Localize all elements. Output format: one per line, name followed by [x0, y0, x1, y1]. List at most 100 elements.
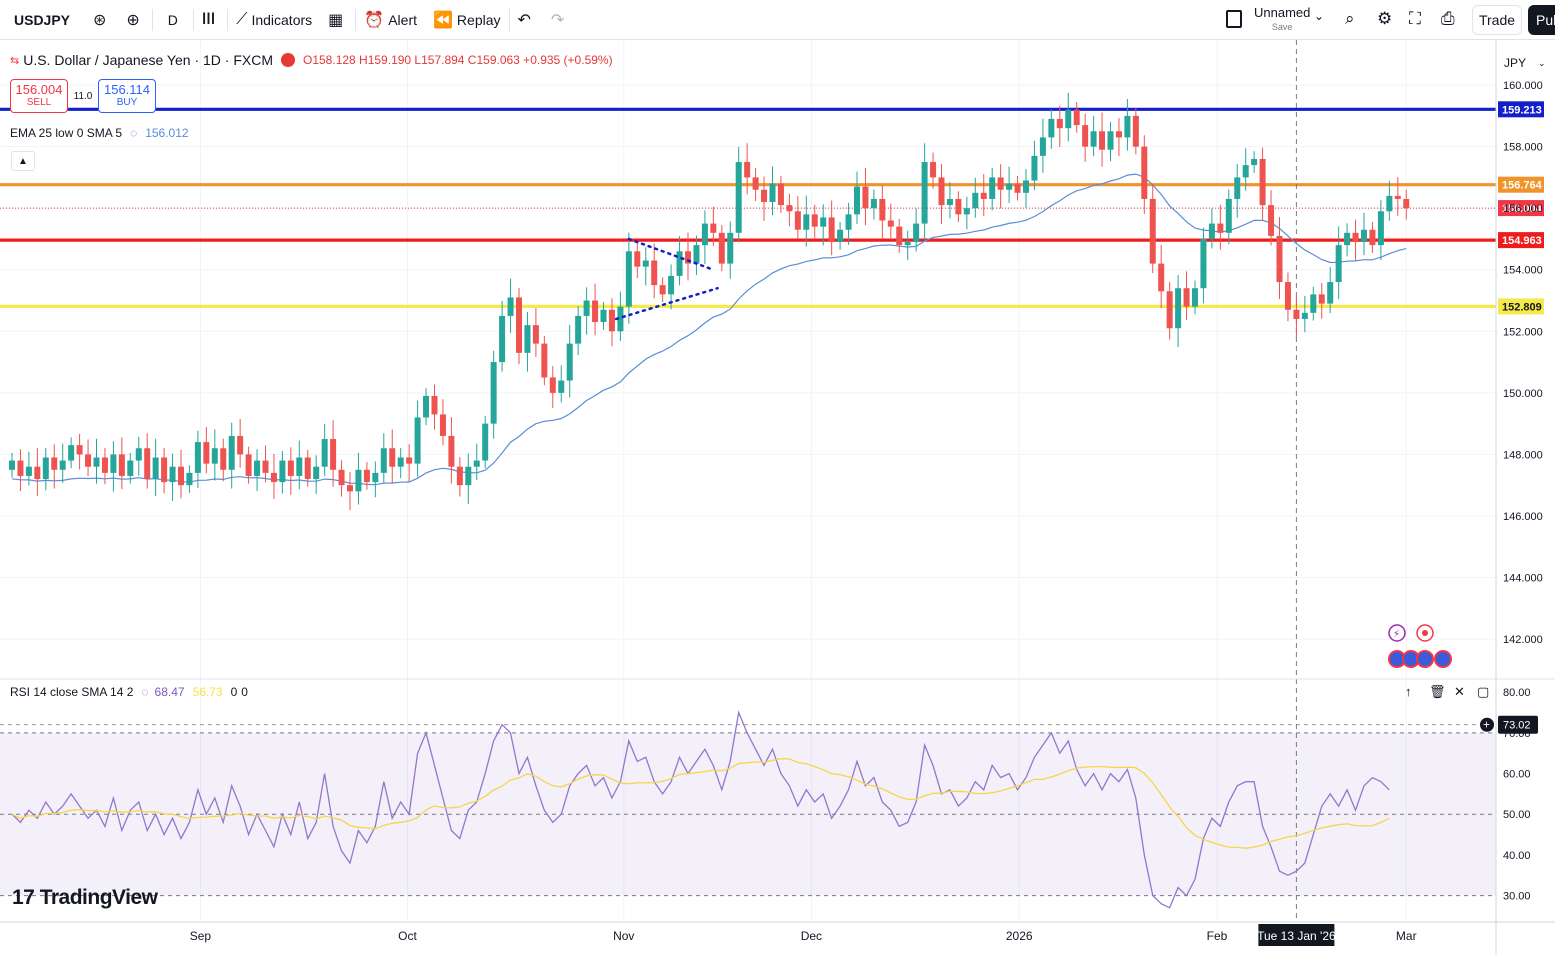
candle-body: [1073, 109, 1080, 126]
publish-button[interactable]: Pub: [1528, 5, 1555, 35]
candle-body: [51, 457, 58, 470]
time-tick-label: Sep: [190, 929, 212, 943]
candle-type-icon[interactable]: ǀǀǀ: [201, 10, 216, 28]
layout-name: Unnamed: [1254, 5, 1311, 20]
chevron-down-icon: ⌄: [1538, 57, 1546, 68]
candle-body: [296, 457, 303, 476]
candle-body: [482, 423, 489, 461]
ema-legend[interactable]: EMA 25 low 0 SMA 5 ◌ 156.012: [10, 126, 189, 140]
event-markers[interactable]: ⚡: [1388, 624, 1452, 668]
trash-icon[interactable]: 🗑: [1429, 684, 1446, 699]
candle-body: [220, 448, 227, 470]
layout-select-icon[interactable]: [1226, 10, 1242, 28]
crosshair-time-badge: [1258, 924, 1335, 946]
interval-button[interactable]: D: [167, 11, 178, 28]
candle-body: [1217, 223, 1224, 233]
candle-body: [516, 297, 522, 353]
currency-select[interactable]: JPY ⌄: [1500, 53, 1546, 73]
candle-body: [794, 211, 801, 230]
candle-body: [1259, 158, 1266, 206]
toolbar-divider: [355, 8, 357, 31]
indicators-button[interactable]: ⟋ Indicators: [228, 0, 320, 40]
candle-body: [135, 448, 142, 461]
ema-line: [11, 173, 1407, 486]
crosshair-time-label: Tue 13 Jan '26: [1257, 929, 1336, 943]
symbol-search[interactable]: USDJPY: [14, 11, 71, 28]
legend-ohlc: O158.128 H159.190 L157.894 C159.063 +0.9…: [303, 53, 613, 67]
templates-icon[interactable]: ▦: [328, 11, 344, 29]
redo-icon[interactable]: ↷: [550, 11, 565, 29]
maximize-pane-icon[interactable]: ▢: [1477, 684, 1490, 699]
candle-body: [710, 223, 717, 233]
layout-name-button[interactable]: Unnamed Save: [1254, 6, 1310, 34]
rsi-legend[interactable]: RSI 14 close SMA 14 2 ◌ 68.47 56.73 0 0: [10, 685, 248, 699]
rsi-sma-value: 56.73: [192, 685, 223, 699]
quick-search-icon[interactable]: ⌕: [1345, 9, 1355, 28]
time-tick-label: Oct: [398, 929, 417, 943]
price-tick-label: 150.000: [1503, 388, 1543, 400]
legend-title[interactable]: U.S. Dollar / Japanese Yen · 1D · FXCM: [23, 52, 273, 68]
candle-body: [439, 414, 446, 436]
candle-body: [76, 445, 83, 455]
undo-icon[interactable]: ↶: [517, 11, 531, 29]
candle-body: [1268, 205, 1275, 236]
price-tick-label: 142.000: [1503, 634, 1543, 646]
candle-body: [338, 469, 345, 486]
candle-body: [178, 466, 184, 486]
candle-body: [1158, 263, 1165, 292]
candle-body: [837, 229, 844, 243]
candle-body: [1335, 245, 1342, 283]
collapse-legend-button[interactable]: ▲: [11, 151, 35, 171]
market-closed-icon[interactable]: [281, 53, 295, 67]
sell-button[interactable]: 156.004 SELL: [10, 79, 68, 113]
trade-button[interactable]: Trade: [1472, 5, 1522, 35]
fullscreen-icon[interactable]: ⛶: [1409, 9, 1421, 28]
candle-body: [1115, 131, 1122, 138]
camera-icon[interactable]: ⎙: [1441, 9, 1455, 28]
candle-body: [1394, 195, 1401, 199]
chart-canvas[interactable]: 159.213 156.764 156.004 154.963 152.809 Tue …: [0, 40, 1555, 955]
candle-body: [287, 460, 294, 476]
candle-body: [617, 306, 624, 332]
candle-body: [854, 186, 860, 215]
candle-body: [1031, 155, 1038, 181]
alert-button[interactable]: ⏰ Alert: [356, 0, 425, 40]
candle-body: [1361, 229, 1367, 243]
candle-body: [490, 362, 497, 424]
candle-body: [465, 466, 472, 486]
grid-lines: [0, 40, 1496, 920]
close-icon[interactable]: ✕: [1454, 684, 1465, 699]
candle-body: [431, 395, 438, 415]
candle-body: [186, 472, 193, 486]
sell-price: 156.004: [15, 82, 63, 97]
triangle-pattern-drawing[interactable]: [614, 237, 719, 321]
candle-body: [1318, 294, 1325, 304]
move-pane-up-icon[interactable]: ↑: [1405, 684, 1412, 699]
symbol-logo-icon: ⇆: [10, 54, 20, 67]
compare-add-icon[interactable]: ⊕: [126, 11, 140, 29]
chevron-down-icon[interactable]: ⌄: [1314, 9, 1325, 23]
replay-button[interactable]: ⏪ Replay: [425, 0, 509, 40]
horizontal-levels[interactable]: 159.213 156.764 156.004 154.963 152.809: [0, 101, 1544, 315]
candle-body: [363, 469, 370, 483]
candle-body: [777, 183, 784, 206]
price-level-badge: [1498, 176, 1544, 193]
candle-body: [93, 457, 100, 467]
buy-price: 156.114: [103, 82, 151, 97]
rsi-extra-value: 0: [241, 685, 248, 699]
settings-gear-icon[interactable]: ⚙: [1377, 9, 1393, 28]
us-flag-event-icon: [1416, 650, 1434, 668]
candle-body: [279, 460, 286, 483]
pattern-upper-line: [627, 237, 715, 271]
sell-label: SELL: [26, 97, 52, 108]
candle-body: [583, 300, 590, 316]
candle-body: [414, 417, 421, 464]
spread-value: 11.0: [73, 90, 93, 102]
candle-body: [541, 343, 548, 378]
candlestick-series[interactable]: [9, 92, 1410, 511]
candle-body: [786, 205, 793, 212]
buy-button[interactable]: 156.114 BUY: [98, 79, 156, 113]
symbol-menu-icon[interactable]: ⊛: [93, 11, 107, 29]
chevron-up-icon: ▲: [18, 155, 28, 167]
candle-body: [946, 198, 953, 206]
